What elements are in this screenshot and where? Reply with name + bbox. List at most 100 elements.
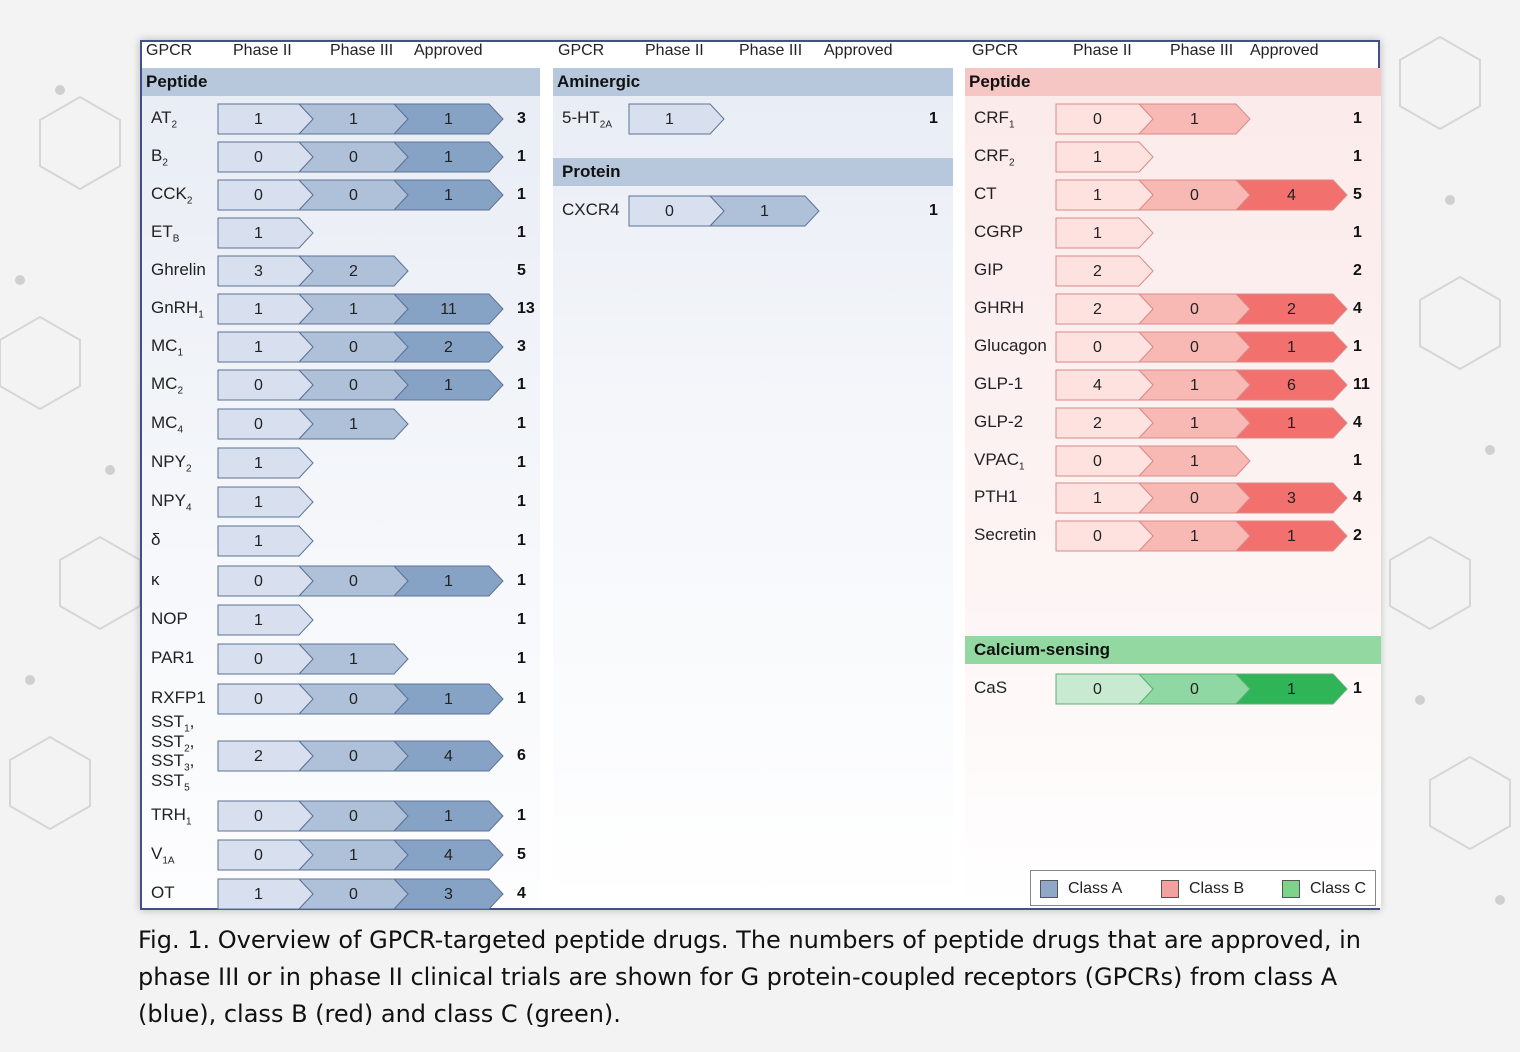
phase-arrows: 1 [1055, 141, 1154, 173]
phase-arrows: 2 [1055, 255, 1154, 287]
total-count: 4 [517, 885, 526, 902]
gpcr-name: PAR1 [151, 648, 195, 667]
total-count: 1 [1353, 338, 1362, 355]
phase-arrows: 1 0 0 [217, 565, 504, 597]
gpcr-label: ETB [151, 222, 179, 244]
gpcr-label: MC2 [151, 374, 183, 396]
table-row: ETB 1 1 [142, 216, 540, 250]
gpcr-label: GHRH [974, 298, 1024, 318]
table-row: GHRH 2 0 2 4 [965, 292, 1381, 326]
total-count: 4 [1353, 300, 1362, 317]
category-calcium-sensing: Calcium-sensing [965, 636, 1381, 664]
phase-arrows: 1 [217, 447, 314, 479]
total-count: 1 [929, 202, 938, 219]
gpcr-name: CGRP [974, 222, 1024, 241]
phase2-count: 0 [254, 847, 263, 864]
gpcr-label: κ [151, 570, 160, 590]
phase2-count: 0 [254, 416, 263, 433]
phase3-count: 0 [349, 573, 358, 590]
label-separator: , [189, 712, 195, 731]
gpcr-label: GLP-1 [974, 374, 1023, 394]
class-b-swatch [1161, 880, 1179, 898]
phase-arrows: 23 [217, 255, 409, 287]
phase-arrows: 4 0 2 [217, 740, 504, 772]
phase2-count: 1 [1093, 187, 1102, 204]
total-count: 5 [1353, 186, 1362, 203]
header-gpcr: GPCR [146, 42, 193, 59]
gpcr-name: V [151, 844, 163, 863]
table-row: PAR1 1 0 1 [142, 642, 540, 676]
legend-label: Class A [1068, 880, 1123, 897]
gpcr-name: δ [151, 530, 161, 549]
phase3-count: 0 [349, 886, 358, 903]
phase3-count: 1 [1190, 528, 1199, 545]
phase-arrows: 3 0 1 [1055, 482, 1348, 514]
approved-count: 1 [444, 187, 453, 204]
phase2-arrow [217, 486, 314, 518]
header-phase3: Phase III [330, 42, 394, 59]
phase2-arrow [1055, 445, 1154, 477]
phase2-count: 4 [1093, 377, 1102, 394]
table-row: TRH1 1 0 0 1 [142, 799, 540, 833]
gpcr-name: 5-HT [562, 108, 600, 127]
gpcr-label: GIP [974, 260, 1003, 280]
approved-count: 1 [444, 377, 453, 394]
gpcr-subscript: 2 [184, 742, 190, 754]
phase2-count: 0 [254, 149, 263, 166]
gpcr-name: CXCR4 [562, 200, 620, 219]
gpcr-subscript: 1A [162, 855, 175, 867]
gpcr-name: GnRH [151, 298, 199, 317]
approved-count: 1 [444, 149, 453, 166]
gpcr-label: SST5 [151, 771, 190, 797]
phase3-count: 0 [349, 808, 358, 825]
gpcr-name: κ [151, 570, 160, 589]
phase2-count: 0 [665, 203, 674, 220]
phase2-arrow [217, 878, 314, 910]
gpcr-label: V1A [151, 844, 175, 866]
gpcr-label: RXFP1 [151, 688, 206, 708]
gpcr-label: PTH1 [974, 487, 1017, 507]
table-row: NPY4 1 1 [142, 485, 540, 519]
phase3-count: 1 [349, 651, 358, 668]
gpcr-subscript: 4 [185, 502, 192, 514]
total-count: 6 [517, 747, 526, 764]
table-row: CXCR4 1 0 1 [553, 194, 953, 228]
phase2-count: 1 [254, 301, 263, 318]
total-count: 1 [517, 148, 526, 165]
approved-count: 4 [444, 847, 453, 864]
phase2-arrow [217, 604, 314, 636]
gpcr-label: MC4 [151, 413, 183, 435]
legend-item-class-c: Class C [1282, 880, 1366, 898]
phase2-arrow [217, 740, 314, 772]
phase-arrows: 4 1 0 [217, 839, 504, 871]
legend: Class A Class B Class C [1030, 870, 1376, 906]
total-count: 4 [1353, 414, 1362, 431]
phase2-count: 1 [254, 455, 263, 472]
total-count: 1 [1353, 452, 1362, 469]
table-row: OT 3 0 1 4 [142, 877, 540, 911]
gpcr-name: CaS [974, 678, 1008, 697]
phase2-count: 2 [1093, 263, 1102, 280]
total-count: 1 [517, 572, 526, 589]
phase2-count: 0 [254, 573, 263, 590]
gpcr-name: ET [151, 222, 173, 241]
phase3-count: 0 [1190, 339, 1199, 356]
gpcr-name: PTH1 [974, 487, 1018, 506]
gpcr-label: Ghrelin [151, 260, 206, 280]
phase2-arrow [217, 179, 314, 211]
approved-count: 2 [1287, 301, 1296, 318]
gpcr-subscript: 2A [599, 119, 613, 131]
header-phase2: Phase II [645, 42, 704, 59]
gpcr-name: Glucagon [974, 336, 1047, 355]
gpcr-subscript: 2 [162, 157, 168, 169]
table-row: MC4 1 0 1 [142, 407, 540, 441]
gpcr-label: NOP [151, 609, 188, 629]
gpcr-subscript: B [172, 233, 180, 245]
gpcr-name: NPY [151, 452, 186, 471]
gpcr-name: SST [151, 731, 185, 751]
total-count: 1 [517, 650, 526, 667]
header-phase2: Phase II [1073, 42, 1132, 59]
phase-arrows: 1 [217, 525, 314, 557]
phase-arrows: 1 [217, 217, 314, 249]
table-row: MC2 1 0 0 1 [142, 368, 540, 402]
